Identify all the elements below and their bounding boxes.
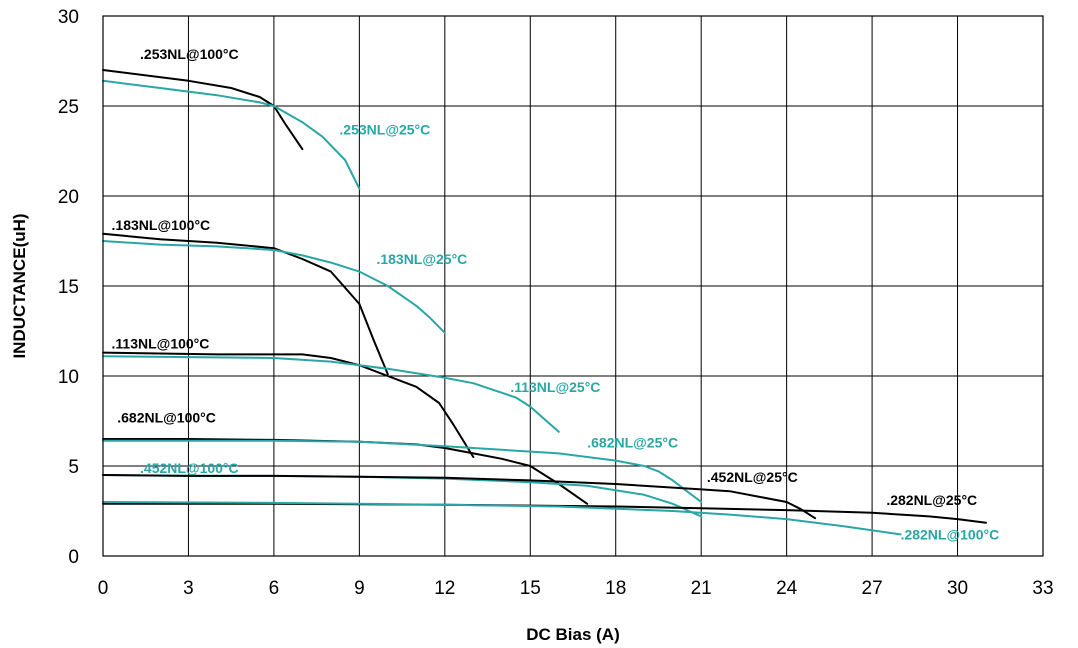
y-tick-label: 30 [58, 7, 79, 28]
series-label: .282NL@100°C [901, 526, 1000, 542]
x-tick-label: 30 [947, 578, 968, 599]
y-tick-label: 0 [68, 547, 79, 568]
y-tick-label: 10 [58, 367, 79, 388]
y-tick-labels: 0 5 10 15 20 25 30 [58, 7, 79, 568]
series-label: .183NL@100°C [112, 217, 211, 233]
series-line [102, 438, 589, 505]
series-label: .282NL@25°C [886, 492, 977, 508]
y-tick-label: 25 [58, 97, 79, 118]
x-tick-label: 3 [183, 578, 194, 599]
y-axis-title: INDUCTANCE(uH) [10, 213, 29, 358]
series-label: .113NL@25°C [510, 379, 600, 395]
x-axis-title: DC Bias (A) [526, 625, 620, 644]
series-label: .253NL@25°C [339, 121, 430, 137]
series-line [102, 501, 902, 536]
y-tick-label: 15 [58, 277, 79, 298]
series-label: .452NL@100°C [140, 460, 239, 476]
y-tick-label: 20 [58, 187, 79, 208]
x-tick-label: 6 [269, 578, 280, 599]
series-label: .452NL@25°C [707, 469, 798, 485]
series-line [102, 79, 361, 190]
plot-frame [102, 15, 1044, 557]
series-label: .183NL@25°C [376, 251, 467, 267]
x-tick-label: 18 [605, 578, 626, 599]
x-tick-label: 15 [520, 578, 541, 599]
y-tick-label: 5 [68, 457, 79, 478]
series-label: .682NL@25°C [587, 435, 678, 451]
series-line [102, 232, 389, 376]
x-tick-label: 0 [98, 578, 109, 599]
series-lines [102, 69, 987, 536]
x-tick-label: 9 [354, 578, 365, 599]
x-tick-label: 27 [862, 578, 883, 599]
series-label: .113NL@100°C [112, 336, 210, 352]
x-tick-labels: 0 3 6 9 12 15 18 21 24 27 30 33 [98, 578, 1054, 599]
series-annotations: .253NL@100°C .253NL@25°C .183NL@100°C .183N… [112, 46, 1000, 543]
series-line [102, 439, 703, 503]
series-label: .682NL@100°C [117, 409, 216, 425]
x-tick-label: 24 [776, 578, 798, 599]
series-line [102, 240, 446, 334]
series-line [102, 69, 304, 151]
x-tick-label: 21 [691, 578, 712, 599]
series-label: .253NL@100°C [140, 46, 239, 62]
series-line [102, 351, 475, 458]
series-line [102, 474, 817, 520]
x-tick-label: 33 [1032, 578, 1053, 599]
series-line [102, 355, 560, 433]
x-tick-label: 12 [434, 578, 455, 599]
